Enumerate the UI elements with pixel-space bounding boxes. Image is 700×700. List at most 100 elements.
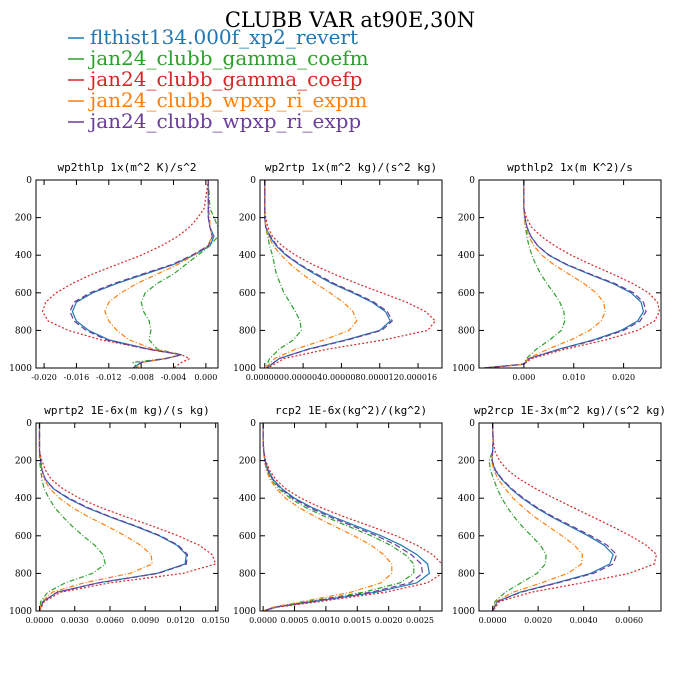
plot-frame: [259, 422, 443, 612]
series-line: [104, 180, 213, 368]
y-tick-label: 1000: [9, 364, 32, 374]
y-tick-label: 200: [15, 214, 32, 224]
x-tick-label: 0.0020: [375, 616, 403, 625]
series-line: [488, 423, 547, 611]
x-tick-label: 0.010: [562, 373, 585, 382]
chart-panel: wpthlp2 1x(m K^2)/s 0 200 400 600 800 1000 0.00…: [452, 161, 662, 382]
y-tick-label: 800: [458, 569, 475, 579]
x-tick-label: -0.004: [161, 373, 187, 382]
y-tick-label: 0: [469, 419, 475, 429]
y-tick-label: 200: [239, 214, 256, 224]
series-group: [262, 423, 442, 611]
y-tick-label: 400: [15, 251, 32, 261]
x-tick-label: 0.0090: [131, 616, 159, 625]
series-line: [264, 180, 393, 368]
y-tick-label: 0: [250, 419, 256, 429]
y-tick-label: 800: [15, 326, 32, 336]
legend-entry: jan24_clubb_wpxp_ri_expm: [68, 88, 367, 112]
plot-frame: [35, 422, 219, 612]
y-tick-label: 400: [458, 494, 475, 504]
series-line: [262, 423, 393, 611]
series-line: [38, 423, 189, 611]
x-tick-label: 0.0025: [406, 616, 434, 625]
x-tick-label: 0.020: [612, 373, 635, 382]
x-tick-label: 0.000004: [284, 373, 322, 382]
x-tick-label: 0.000008: [322, 373, 360, 382]
x-tick-label: 0.0005: [281, 616, 309, 625]
series-group: [483, 180, 661, 368]
panel-title: wp2rtp 1x(m^2 kg)/(s^2 kg): [265, 161, 437, 174]
x-tick-label: 0.0000: [249, 616, 277, 625]
series-line: [41, 180, 209, 368]
legend-entry: flthist134.000f_xp2_revert: [68, 25, 358, 49]
y-tick-label: 200: [239, 457, 256, 467]
x-tick-label: -0.008: [128, 373, 154, 382]
series-line: [264, 180, 358, 368]
chart-panel: rcp2 1E-6x(kg^2)/(kg^2) 0 200 400 600 800 1000…: [233, 404, 443, 625]
series-line: [264, 180, 302, 368]
plot-panels: wp2thlp 1x(m^2 K)/s^202004006008001000-0…: [9, 161, 666, 625]
y-tick-label: 1000: [9, 607, 32, 617]
y-tick-label: 800: [458, 326, 475, 336]
series-line: [492, 423, 658, 611]
x-tick-label: -0.020: [31, 373, 57, 382]
x-tick-label: 0.0000: [26, 616, 54, 625]
y-tick-label: 600: [458, 289, 475, 299]
legend-label: jan24_clubb_wpxp_ri_expp: [88, 109, 361, 133]
x-tick-label: 0.0020: [524, 616, 552, 625]
x-tick-label: 0.0120: [166, 616, 194, 625]
y-tick-label: 1000: [452, 607, 475, 617]
series-line: [132, 180, 218, 368]
series-line: [483, 180, 645, 368]
plot-frame: [259, 179, 443, 369]
x-tick-label: 0.0150: [202, 616, 230, 625]
x-tick-label: 0.000: [512, 373, 535, 382]
legend-label: jan24_clubb_gamma_coefp: [88, 67, 362, 91]
series-line: [38, 423, 217, 611]
legend-label: flthist134.000f_xp2_revert: [90, 25, 358, 49]
y-tick-label: 1000: [233, 607, 256, 617]
y-tick-label: 600: [15, 532, 32, 542]
y-tick-label: 200: [458, 214, 475, 224]
plot-frame: [478, 422, 662, 612]
legend-label: jan24_clubb_wpxp_ri_expm: [88, 88, 367, 112]
legend-label: jan24_clubb_gamma_coefm: [88, 46, 369, 70]
y-tick-label: 800: [239, 569, 256, 579]
y-tick-label: 400: [15, 494, 32, 504]
panel-title: rcp2 1E-6x(kg^2)/(kg^2): [275, 404, 427, 417]
panel-title: wp2rcp 1E-3x(m^2 kg)/(s^2 kg): [474, 404, 666, 417]
series-group: [41, 180, 218, 368]
chart-panel: wprtp2 1E-6x(m kg)/(s kg) 0 200 400 600 800 10…: [9, 404, 230, 625]
y-tick-label: 1000: [233, 364, 256, 374]
panel-title: wpthlp2 1x(m K^2)/s: [507, 161, 633, 174]
series-line: [264, 180, 392, 368]
y-tick-label: 600: [15, 289, 32, 299]
y-tick-label: 400: [239, 251, 256, 261]
y-tick-label: 800: [239, 326, 256, 336]
y-tick-label: 200: [458, 457, 475, 467]
series-line: [483, 180, 661, 368]
x-tick-label: 0.0040: [570, 616, 598, 625]
series-line: [483, 180, 606, 368]
x-tick-label: 0.0060: [615, 616, 643, 625]
series-line: [483, 180, 647, 368]
x-tick-label: 0.000012: [361, 373, 399, 382]
panel-title: wp2thlp 1x(m^2 K)/s^2: [57, 161, 196, 174]
panel-title: wprtp2 1E-6x(m kg)/(s kg): [44, 404, 210, 417]
y-tick-label: 600: [458, 532, 475, 542]
y-tick-label: 400: [458, 251, 475, 261]
x-tick-label: -0.012: [96, 373, 122, 382]
chart-panel: wp2thlp 1x(m^2 K)/s^202004006008001000-0…: [9, 161, 219, 382]
series-line: [262, 423, 424, 611]
x-tick-label: 0.0000: [479, 616, 507, 625]
series-line: [38, 423, 106, 611]
x-tick-label: 0.000016: [399, 373, 437, 382]
y-tick-label: 0: [26, 176, 32, 186]
series-line: [483, 180, 566, 368]
legend-entry: jan24_clubb_gamma_coefm: [68, 46, 369, 70]
legend: flthist134.000f_xp2_revertjan24_clubb_ga…: [68, 25, 369, 133]
x-tick-label: 0.000: [194, 373, 217, 382]
x-tick-label: 0.0060: [96, 616, 124, 625]
y-tick-label: 0: [469, 176, 475, 186]
